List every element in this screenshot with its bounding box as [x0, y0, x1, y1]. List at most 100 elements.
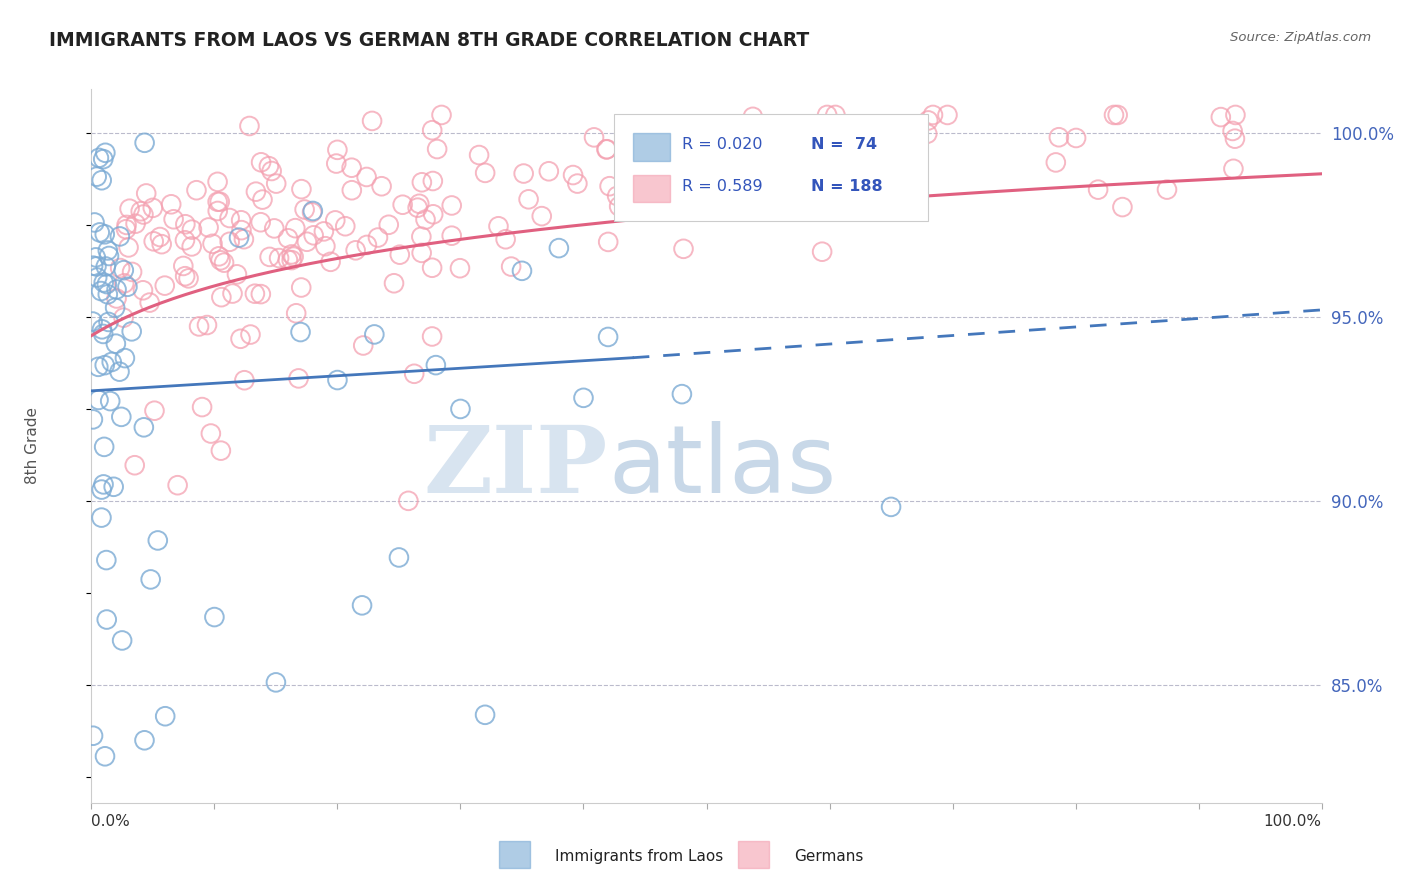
Text: Source: ZipAtlas.com: Source: ZipAtlas.com — [1230, 31, 1371, 45]
Point — [82, 412, 104, 426]
Text: N =  74: N = 74 — [811, 137, 877, 153]
Point — [562, 168, 585, 182]
Point — [488, 219, 510, 234]
Point — [1222, 161, 1244, 176]
Point — [411, 245, 433, 260]
Point — [93, 358, 115, 372]
Point — [741, 110, 763, 124]
Point — [90, 510, 112, 524]
Point — [302, 228, 325, 243]
Point — [218, 211, 240, 225]
Point — [582, 130, 605, 145]
Point — [94, 260, 117, 274]
Point — [811, 244, 834, 259]
Point — [388, 248, 411, 262]
Point — [264, 177, 287, 191]
Point — [547, 241, 569, 255]
Point — [449, 401, 471, 416]
Point — [624, 134, 647, 148]
Text: 8th Grade: 8th Grade — [25, 408, 39, 484]
Point — [280, 253, 302, 268]
Text: ZIP: ZIP — [423, 423, 607, 512]
Point — [97, 287, 120, 301]
Point — [233, 373, 256, 387]
Point — [208, 194, 231, 209]
Point — [197, 220, 219, 235]
Point — [207, 194, 229, 209]
Point — [201, 236, 224, 251]
Point — [108, 229, 131, 244]
Point — [1225, 108, 1247, 122]
Point — [859, 154, 882, 169]
Point — [391, 198, 413, 212]
Point — [858, 153, 880, 167]
Point — [800, 179, 823, 194]
Point — [430, 108, 453, 122]
Point — [728, 172, 751, 186]
Point — [97, 244, 120, 258]
Point — [1222, 124, 1244, 138]
FancyBboxPatch shape — [614, 114, 928, 221]
Point — [627, 201, 650, 215]
Point — [631, 140, 654, 154]
Point — [174, 269, 197, 284]
Point — [103, 480, 125, 494]
Point — [162, 212, 184, 227]
Point — [232, 232, 254, 246]
Point — [312, 224, 335, 238]
Point — [340, 161, 363, 175]
Point — [495, 232, 517, 246]
Point — [807, 169, 830, 183]
Point — [143, 403, 166, 417]
Point — [662, 165, 685, 179]
Point — [138, 295, 160, 310]
Point — [86, 270, 108, 285]
Point — [815, 108, 838, 122]
Point — [124, 458, 146, 473]
Point — [117, 279, 139, 293]
Point — [440, 228, 463, 243]
Point — [93, 227, 115, 242]
Point — [82, 314, 104, 328]
Text: Immigrants from Laos: Immigrants from Laos — [555, 849, 724, 863]
Point — [209, 443, 232, 458]
Point — [121, 265, 143, 279]
Point — [174, 217, 197, 231]
Point — [290, 280, 312, 294]
Point — [595, 143, 617, 157]
Point — [229, 332, 252, 346]
Text: R = 0.589: R = 0.589 — [682, 178, 762, 194]
Point — [174, 233, 197, 247]
Point — [1047, 130, 1070, 145]
Point — [105, 292, 128, 306]
Point — [356, 238, 378, 252]
Point — [94, 145, 117, 160]
Text: N = 188: N = 188 — [811, 178, 883, 194]
Point — [86, 169, 108, 184]
Point — [260, 164, 283, 178]
Point — [149, 230, 172, 244]
Point — [257, 159, 280, 173]
Point — [134, 733, 156, 747]
Point — [153, 278, 176, 293]
Point — [239, 327, 262, 342]
Point — [672, 185, 695, 199]
Point — [269, 251, 291, 265]
Point — [382, 277, 405, 291]
Point — [917, 113, 939, 128]
Point — [142, 235, 165, 249]
Point — [287, 371, 309, 385]
Point — [277, 252, 299, 267]
Point — [411, 229, 433, 244]
Point — [208, 249, 231, 263]
Point — [468, 148, 491, 162]
Point — [1156, 183, 1178, 197]
Point — [105, 282, 128, 296]
Point — [249, 215, 271, 229]
Text: Germans: Germans — [794, 849, 863, 863]
Text: 0.0%: 0.0% — [91, 814, 131, 829]
Point — [606, 189, 628, 203]
Point — [517, 192, 540, 206]
Point — [415, 212, 437, 227]
Bar — [633, 134, 669, 161]
